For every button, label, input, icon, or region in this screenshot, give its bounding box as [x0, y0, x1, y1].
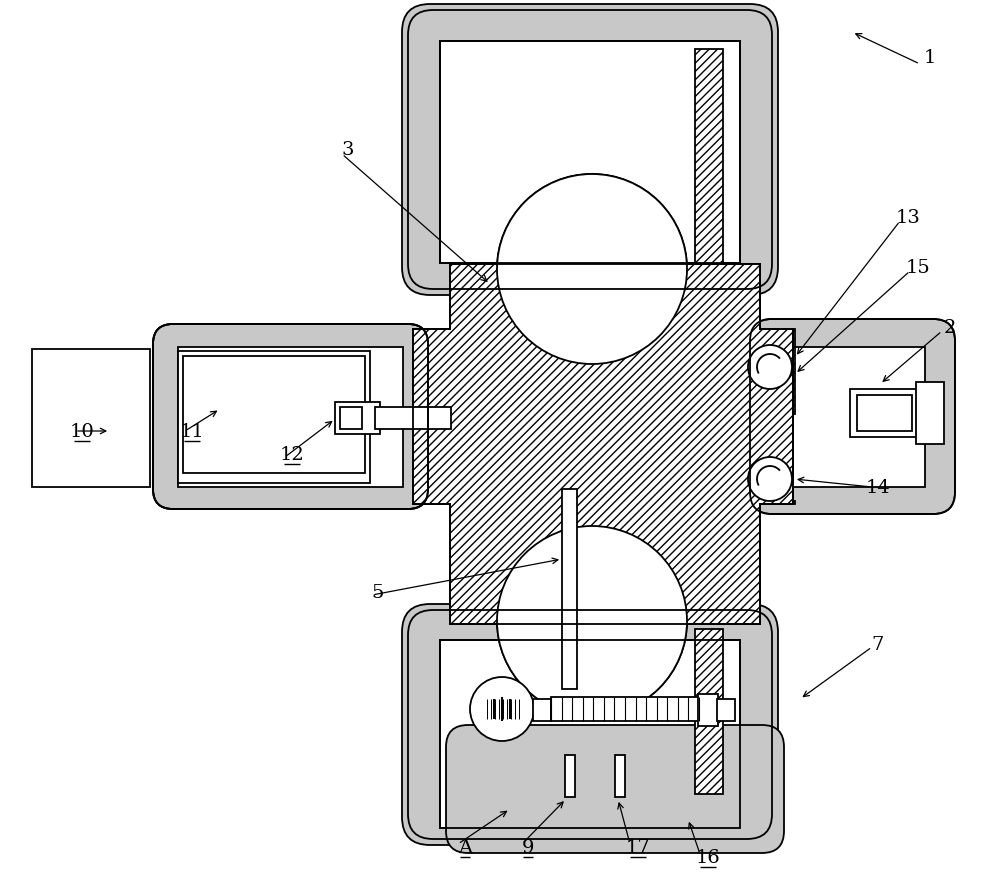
Circle shape	[497, 527, 687, 716]
Text: 2: 2	[944, 318, 956, 337]
Text: A: A	[458, 838, 472, 856]
Circle shape	[748, 346, 792, 390]
Bar	[717, 699, 735, 721]
Bar	[178, 351, 370, 484]
Bar	[615, 755, 625, 797]
Bar	[857, 395, 912, 432]
Text: 9: 9	[522, 838, 534, 856]
Bar	[850, 390, 922, 437]
FancyBboxPatch shape	[446, 725, 784, 853]
Polygon shape	[415, 265, 795, 624]
Bar	[440, 42, 740, 264]
Bar	[562, 489, 577, 689]
FancyBboxPatch shape	[153, 325, 428, 510]
Circle shape	[497, 175, 687, 365]
Bar	[440, 640, 740, 828]
Bar	[440, 640, 740, 828]
Bar	[450, 569, 760, 624]
Polygon shape	[413, 265, 793, 624]
Circle shape	[497, 175, 687, 365]
Circle shape	[748, 458, 792, 502]
Text: 16: 16	[696, 848, 720, 866]
Text: 7: 7	[872, 636, 884, 654]
Polygon shape	[450, 320, 760, 569]
Bar	[916, 383, 944, 444]
Bar	[178, 348, 403, 487]
Text: 3: 3	[342, 141, 354, 159]
Bar	[695, 629, 723, 794]
Text: 14: 14	[866, 478, 890, 496]
FancyBboxPatch shape	[402, 5, 778, 296]
Bar	[335, 402, 380, 434]
Text: 5: 5	[372, 584, 384, 602]
Text: 12: 12	[280, 445, 304, 463]
Bar	[340, 408, 362, 429]
Text: 17: 17	[626, 838, 650, 856]
Text: 15: 15	[906, 258, 930, 276]
Text: 11: 11	[180, 423, 204, 441]
Bar	[775, 348, 925, 487]
Circle shape	[497, 527, 687, 716]
Text: 1: 1	[924, 49, 936, 67]
Text: 10: 10	[70, 423, 94, 441]
Bar	[32, 350, 150, 487]
Bar	[695, 50, 723, 265]
Circle shape	[470, 678, 534, 741]
Bar	[551, 697, 699, 721]
Bar	[450, 265, 760, 320]
FancyBboxPatch shape	[402, 604, 778, 845]
Bar	[698, 695, 718, 726]
Bar	[375, 408, 451, 429]
Text: 13: 13	[896, 209, 920, 227]
Bar	[440, 42, 740, 264]
FancyBboxPatch shape	[750, 320, 955, 514]
Bar	[183, 357, 365, 474]
Bar	[533, 699, 551, 721]
Bar	[565, 755, 575, 797]
